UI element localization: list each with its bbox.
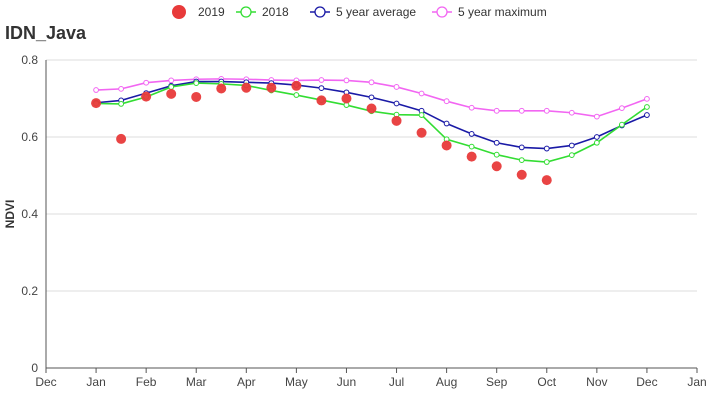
point-5-year-maximum <box>118 85 125 92</box>
point-2018 <box>644 104 650 110</box>
legend-marker-2018 <box>240 6 252 18</box>
x-tick-label: Jun <box>337 375 356 389</box>
point-2019 <box>291 80 302 91</box>
legend-label-2019: 2019 <box>198 5 225 19</box>
x-tick-label: Jan <box>86 375 105 389</box>
point-2019 <box>466 151 477 162</box>
point-5-year-maximum <box>168 77 175 84</box>
chart-title: IDN_Java <box>5 23 87 43</box>
point-5-year-average <box>518 144 525 151</box>
point-5-year-maximum <box>644 95 650 102</box>
point-5-year-maximum <box>493 107 500 114</box>
point-2019 <box>266 82 277 93</box>
point-5-year-maximum <box>593 113 600 120</box>
point-5-year-average <box>543 145 550 152</box>
point-5-year-average <box>443 120 450 127</box>
point-2018 <box>468 143 475 150</box>
legend-marker-5-year-average <box>314 6 326 18</box>
x-tick-label: May <box>285 375 308 389</box>
point-2019 <box>91 98 102 109</box>
legend-label-5-year-maximum: 5 year maximum <box>458 5 547 19</box>
x-tick-label: Aug <box>436 375 457 389</box>
point-2018 <box>618 121 625 128</box>
point-2018 <box>593 139 600 146</box>
point-2019 <box>541 175 552 186</box>
x-tick-label: Dec <box>35 375 56 389</box>
point-2019 <box>491 161 502 172</box>
y-tick-label: 0.4 <box>21 207 38 221</box>
point-5-year-maximum <box>93 87 99 93</box>
point-2018 <box>293 92 300 98</box>
point-5-year-maximum <box>393 84 400 90</box>
point-5-year-average <box>493 139 500 146</box>
x-tick-label: Oct <box>537 375 556 389</box>
y-axis-label: NDVI <box>3 200 17 229</box>
y-tick-label: 0 <box>31 361 38 375</box>
point-2019 <box>341 93 352 104</box>
point-2018 <box>118 100 125 107</box>
point-5-year-maximum <box>343 77 350 84</box>
point-2019 <box>366 103 377 114</box>
x-tick-label: Jan <box>687 375 706 389</box>
point-5-year-maximum <box>543 107 550 114</box>
y-tick-label: 0.8 <box>21 53 38 67</box>
point-2019 <box>516 169 527 180</box>
point-2018 <box>568 152 575 158</box>
legend-label-5-year-average: 5 year average <box>336 5 416 19</box>
point-5-year-maximum <box>518 107 525 114</box>
legend-marker-2019 <box>172 5 186 19</box>
point-5-year-maximum <box>143 79 150 86</box>
point-5-year-maximum <box>568 109 575 116</box>
legend-marker-5-year-maximum <box>436 6 448 18</box>
point-5-year-average <box>318 85 325 92</box>
point-2019 <box>116 133 127 144</box>
series-line-5-year-average <box>96 80 648 150</box>
legend-label-2018: 2018 <box>262 5 289 19</box>
point-2019 <box>141 91 152 102</box>
point-2019 <box>316 95 327 106</box>
point-5-year-average <box>468 131 475 137</box>
point-5-year-maximum <box>318 77 325 83</box>
point-2019 <box>391 115 402 126</box>
point-5-year-maximum <box>468 104 475 111</box>
point-5-year-average <box>568 142 575 149</box>
point-5-year-average <box>393 100 400 107</box>
point-5-year-average <box>644 112 650 118</box>
x-tick-label: Sep <box>486 375 508 389</box>
point-5-year-average <box>593 134 600 140</box>
point-2018 <box>168 84 175 90</box>
x-tick-label: Apr <box>237 375 256 389</box>
point-5-year-maximum <box>443 98 450 105</box>
x-tick-label: Jul <box>389 375 404 389</box>
x-tick-label: Feb <box>136 375 157 389</box>
point-5-year-average <box>368 94 375 101</box>
point-2019 <box>441 140 452 151</box>
y-tick-label: 0.2 <box>21 284 38 298</box>
point-2018 <box>518 157 525 164</box>
point-5-year-maximum <box>368 79 375 86</box>
point-2018 <box>418 112 425 118</box>
point-5-year-maximum <box>618 105 625 112</box>
point-2018 <box>543 159 550 165</box>
point-2018 <box>193 80 200 86</box>
point-2019 <box>166 88 177 99</box>
point-2019 <box>191 91 202 102</box>
point-2019 <box>216 83 227 94</box>
x-tick-label: Dec <box>636 375 657 389</box>
point-5-year-maximum <box>418 90 425 97</box>
y-tick-label: 0.6 <box>21 130 38 144</box>
point-2019 <box>241 82 252 93</box>
x-tick-label: Mar <box>186 375 207 389</box>
x-tick-label: Nov <box>586 375 607 389</box>
point-2018 <box>493 151 500 158</box>
point-2019 <box>416 127 427 138</box>
